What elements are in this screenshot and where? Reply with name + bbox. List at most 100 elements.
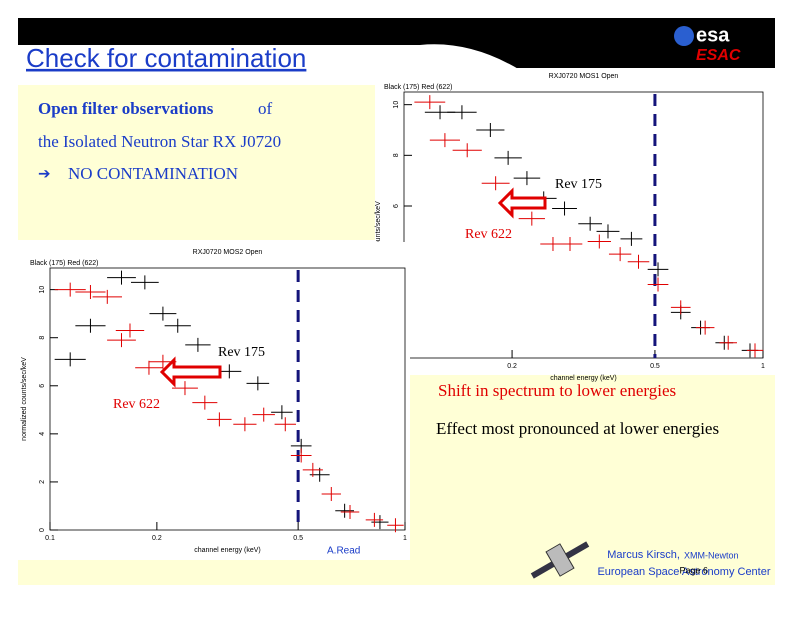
bullet: ➔ bbox=[38, 166, 51, 182]
data-point bbox=[414, 95, 446, 110]
plot-legend: Black (175) Red (622) bbox=[30, 260, 98, 267]
y-tick-label: 4 bbox=[39, 432, 46, 436]
logo-sub: ESAC bbox=[696, 47, 741, 64]
data-point bbox=[596, 224, 620, 239]
intro-conclusion: NO CONTAMINATION bbox=[68, 164, 238, 183]
data-point bbox=[321, 486, 341, 501]
data-point bbox=[302, 462, 323, 477]
logo: esa bbox=[696, 24, 730, 46]
data-point bbox=[746, 343, 764, 358]
data-point bbox=[608, 247, 632, 262]
data-point bbox=[290, 448, 312, 463]
data-point bbox=[185, 337, 211, 352]
footer-institute: European Space Astronomy Center bbox=[597, 566, 770, 578]
data-point bbox=[647, 262, 669, 277]
annotation: Rev 622 bbox=[113, 397, 160, 412]
x-tick-label: 1 bbox=[403, 535, 407, 542]
y-axis-label: normalized counts/sec/keV bbox=[21, 357, 28, 441]
data-point bbox=[647, 277, 669, 292]
y-axis-label: counts/sec/keV bbox=[375, 201, 382, 249]
data-point bbox=[75, 318, 106, 333]
plot-title: RXJ0720 MOS2 Open bbox=[193, 249, 263, 256]
x-tick-label: 0.5 bbox=[293, 535, 303, 542]
x-tick-label: 0.1 bbox=[45, 535, 55, 542]
data-point bbox=[481, 176, 510, 191]
plot-frame bbox=[403, 91, 764, 359]
data-point bbox=[107, 333, 136, 348]
data-point bbox=[447, 105, 477, 120]
x-axis-label: channel energy (keV) bbox=[550, 375, 617, 382]
y-tick-label: 10 bbox=[393, 101, 400, 109]
data-point bbox=[627, 254, 650, 269]
annotation: Rev 622 bbox=[465, 227, 512, 242]
x-tick-label: 0.2 bbox=[507, 363, 517, 370]
data-point bbox=[620, 231, 643, 246]
data-point bbox=[54, 352, 86, 367]
slide-title: Check for contamination bbox=[26, 43, 306, 73]
data-point bbox=[552, 201, 577, 216]
footer-page: Page 6 bbox=[679, 565, 708, 575]
annotation: Rev 175 bbox=[218, 345, 265, 360]
logo-globe bbox=[674, 26, 694, 46]
data-point bbox=[130, 275, 159, 290]
data-point bbox=[429, 133, 460, 148]
note-box: Effect most pronounced at lower energies bbox=[436, 419, 720, 438]
plot-panel bbox=[378, 68, 775, 375]
data-point bbox=[135, 360, 163, 375]
data-point bbox=[149, 306, 177, 321]
plot-frame bbox=[49, 267, 406, 531]
y-tick-label: 8 bbox=[39, 336, 46, 340]
note: Effect most pronounced at lower energies bbox=[436, 419, 720, 438]
data-point bbox=[274, 417, 296, 432]
data-point bbox=[164, 318, 191, 333]
x-tick-label: 0.2 bbox=[152, 535, 162, 542]
data-point bbox=[578, 216, 602, 231]
data-point bbox=[233, 417, 257, 432]
data-point bbox=[719, 335, 737, 350]
plot-legend: Black (175) Red (622) bbox=[384, 84, 452, 91]
y-tick-label: 6 bbox=[393, 204, 400, 208]
data-point bbox=[670, 300, 691, 315]
footer-author: Marcus Kirsch, bbox=[607, 549, 680, 561]
intro-bold: Open filter observations bbox=[38, 99, 214, 118]
y-tick-label: 10 bbox=[39, 286, 46, 294]
data-point bbox=[115, 323, 145, 338]
data-point bbox=[107, 270, 136, 285]
annotation: Rev 175 bbox=[555, 177, 602, 192]
data-point bbox=[340, 504, 360, 519]
satellite-icon bbox=[530, 541, 590, 579]
data-point bbox=[494, 150, 522, 165]
data-point bbox=[695, 320, 715, 335]
data-point bbox=[587, 234, 611, 249]
data-point bbox=[452, 143, 482, 158]
intro-text: of bbox=[258, 99, 273, 118]
data-point bbox=[365, 512, 384, 527]
data-point bbox=[387, 518, 404, 533]
footer-mission: XMM-Newton bbox=[684, 550, 739, 560]
x-axis-label: channel energy (keV) bbox=[194, 547, 261, 554]
data-point bbox=[513, 171, 541, 186]
data-point bbox=[335, 503, 354, 518]
data-point bbox=[252, 407, 275, 422]
data-point bbox=[207, 412, 232, 427]
data-point bbox=[75, 285, 106, 300]
plot: RXJ0720 MOS2 Open Black (175) Red (622) ch… bbox=[21, 249, 407, 554]
shift-arrow bbox=[497, 187, 547, 219]
data-point bbox=[54, 282, 86, 297]
note: Shift in spectrum to lower energies bbox=[438, 381, 676, 400]
data-point bbox=[172, 381, 198, 396]
data-point bbox=[246, 376, 270, 391]
data-point bbox=[476, 123, 505, 137]
plot: RXJ0720 MOS1 Open Black (175) Red (622) ch… bbox=[375, 73, 765, 382]
plot-title: RXJ0720 MOS1 Open bbox=[549, 73, 619, 80]
credit: A.Read bbox=[327, 546, 360, 557]
header-bar bbox=[18, 18, 775, 70]
y-tick-label: 6 bbox=[39, 384, 46, 388]
intro-text: the Isolated Neutron Star RX J0720 bbox=[38, 132, 281, 151]
x-tick-label: 0.5 bbox=[650, 363, 660, 370]
y-tick-label: 8 bbox=[393, 153, 400, 157]
data-point bbox=[557, 237, 583, 251]
data-point bbox=[518, 211, 545, 226]
data-point bbox=[271, 405, 293, 420]
